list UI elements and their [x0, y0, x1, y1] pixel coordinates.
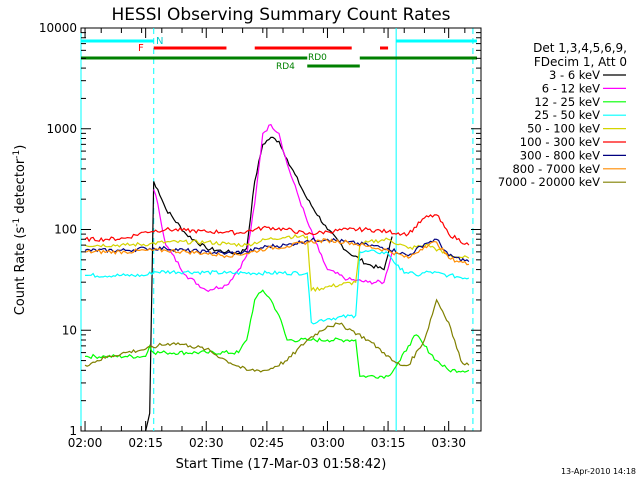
y-tick-label-1: 10	[62, 323, 77, 337]
flag-label: F	[138, 43, 144, 54]
y-axis-label-main: Count Rate (s	[13, 227, 28, 316]
y-tick-label-2: 100	[54, 223, 77, 237]
plot-area	[80, 27, 482, 432]
x-tick-label-3: 02:45	[250, 436, 285, 450]
x-tick-label-6: 03:30	[431, 436, 466, 450]
legend-header-line1: Det 1,3,4,5,6,9,	[533, 41, 627, 55]
y-axis-label-mid: detector	[13, 158, 28, 218]
generation-timestamp: 13-Apr-2010 14:18	[561, 467, 636, 476]
y-tick-label-3: 1000	[46, 122, 77, 136]
series-line-5	[84, 214, 470, 246]
legend: Det 1,3,4,5,6,9, FDecim 1, Att 0 3 - 6 k…	[498, 41, 627, 189]
x-tick-label-4: 03:00	[310, 436, 345, 450]
y-tick-labels: 1 10 100 1000 10000	[39, 21, 77, 438]
axis-ticks	[80, 27, 481, 432]
legend-label-5: 100 - 300 keV	[520, 135, 600, 149]
legend-header-line2: FDecim 1, Att 0	[534, 55, 627, 69]
legend-label-4: 50 - 100 keV	[527, 122, 600, 136]
series-line-8	[84, 298, 470, 373]
series-line-3	[85, 249, 470, 325]
legend-label-0: 3 - 6 keV	[549, 68, 600, 82]
series-lines	[84, 123, 470, 432]
x-tick-label-2: 02:30	[189, 436, 224, 450]
night-label: N	[156, 36, 163, 47]
y-axis-label: Count Rate (s-1 detector-1)	[12, 145, 28, 316]
y-axis-label-end: )	[13, 145, 28, 150]
legend-label-6: 300 - 800 keV	[520, 148, 600, 162]
series-line-7	[84, 238, 469, 266]
annotations: N F RD0 RD4	[138, 36, 327, 72]
legend-label-1: 6 - 12 keV	[542, 81, 600, 95]
legend-label-2: 12 - 25 keV	[534, 95, 600, 109]
x-tick-label-0: 02:00	[68, 436, 103, 450]
y-axis-label-sup1: -1	[12, 218, 22, 227]
flag-bars	[81, 39, 477, 68]
x-tick-labels: 02:00 02:15 02:30 02:45 03:00 03:15 03:30	[68, 436, 466, 450]
series-line-1	[153, 123, 393, 293]
y-tick-label-4: 10000	[39, 21, 77, 35]
y-axis-label-sup2: -1	[12, 150, 22, 159]
series-line-2	[84, 289, 470, 380]
x-tick-label-5: 03:15	[371, 436, 406, 450]
x-tick-label-1: 02:15	[128, 436, 163, 450]
y-tick-label-0: 1	[69, 424, 77, 438]
legend-label-8: 7000 - 20000 keV	[498, 175, 600, 189]
svg-text:Count Rate (s-1 detector-1): Count Rate (s-1 detector-1)	[12, 145, 28, 316]
rd0-label: RD0	[308, 53, 327, 63]
legend-label-7: 800 - 7000 keV	[512, 162, 600, 176]
chart-title: HESSI Observing Summary Count Rates	[111, 5, 450, 25]
series-line-4	[84, 233, 470, 293]
x-axis-label: Start Time (17-Mar-03 01:58:42)	[176, 457, 387, 472]
legend-label-3: 25 - 50 keV	[534, 108, 600, 122]
rd4-label: RD4	[276, 62, 295, 72]
series-line-0	[145, 136, 393, 432]
